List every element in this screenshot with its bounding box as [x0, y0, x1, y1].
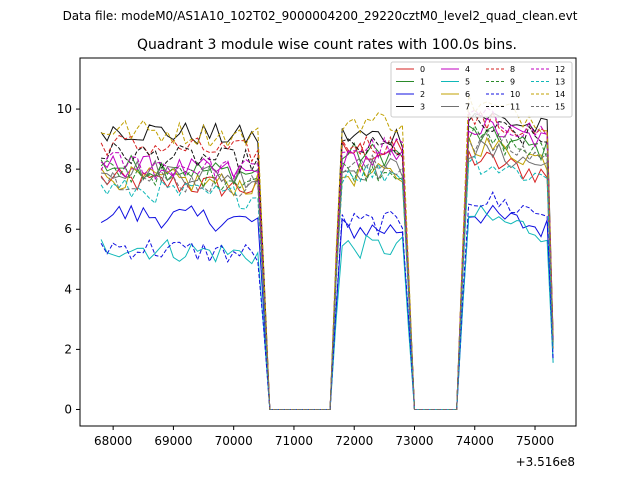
series-line-13 [100, 155, 554, 410]
series-line-3 [100, 112, 554, 410]
series-line-0 [100, 138, 554, 410]
legend-label: 5 [465, 78, 470, 87]
legend-label: 12 [555, 65, 565, 74]
x-offset-label: +3.516e8 [516, 455, 575, 469]
legend-label: 4 [465, 65, 470, 74]
legend-label: 11 [510, 103, 520, 112]
legend-label: 7 [465, 103, 470, 112]
series-line-1 [100, 124, 554, 410]
x-tick-label: 72000 [335, 434, 373, 448]
series-line-10 [100, 191, 554, 410]
y-tick-label: 0 [64, 402, 72, 416]
x-tick-label: 74000 [456, 434, 494, 448]
x-tick-label: 75000 [516, 434, 554, 448]
x-tick-label: 71000 [275, 434, 313, 448]
series-line-6 [100, 136, 554, 410]
series-line-5 [100, 204, 554, 410]
legend-label: 6 [465, 90, 470, 99]
legend-box [390, 61, 573, 118]
figure-suptitle: Data file: modeM0/AS1A10_102T02_90000042… [63, 9, 578, 23]
x-tick-label: 69000 [154, 434, 192, 448]
y-tick-label: 8 [64, 162, 72, 176]
series-line-7 [101, 139, 554, 410]
series-lines [100, 94, 554, 410]
series-line-4 [100, 117, 554, 410]
legend-label: 13 [555, 78, 565, 87]
legend-label: 15 [555, 103, 565, 112]
x-tick-label: 73000 [395, 434, 433, 448]
chart-title: Quadrant 3 module wise count rates with … [137, 37, 517, 53]
series-line-12 [100, 107, 554, 410]
y-tick-label: 10 [57, 102, 72, 116]
x-axis: 68000 69000 70000 71000 72000 73000 74000 75000 [94, 426, 554, 448]
series-line-11 [101, 113, 554, 410]
legend-label: 2 [420, 90, 425, 99]
series-line-8 [100, 109, 554, 410]
series-line-9 [100, 124, 554, 410]
legend-label: 9 [510, 78, 515, 87]
x-tick-label: 68000 [94, 434, 132, 448]
axes-frame [79, 57, 577, 427]
series-line-2 [100, 204, 554, 410]
legend-label: 1 [420, 78, 425, 87]
legend-label: 14 [555, 90, 565, 99]
y-tick-label: 6 [64, 222, 72, 236]
y-tick-label: 4 [64, 282, 72, 296]
legend-label: 8 [510, 65, 515, 74]
legend-label: 3 [420, 103, 425, 112]
y-axis: 0 2 4 6 8 10 [57, 102, 80, 416]
y-tick-label: 2 [64, 342, 72, 356]
series-line-15 [100, 132, 554, 410]
legend-label: 10 [510, 90, 520, 99]
legend-label: 0 [420, 65, 425, 74]
x-tick-label: 70000 [215, 434, 253, 448]
